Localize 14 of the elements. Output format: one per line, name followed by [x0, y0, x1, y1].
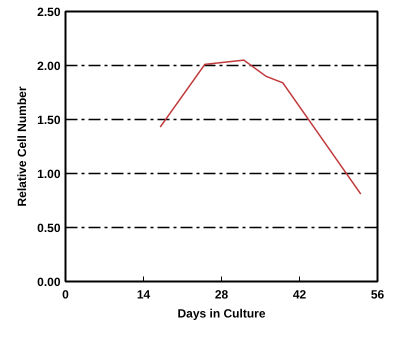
y-axis-title: Relative Cell Number — [15, 86, 30, 207]
x-tick-label: 42 — [292, 288, 306, 302]
x-tick-label: 0 — [62, 288, 70, 302]
x-tick-label: 28 — [214, 288, 228, 302]
x-tick-label: 56 — [370, 288, 384, 302]
y-tick-label: 2.00 — [37, 59, 61, 73]
x-tick-label: 14 — [136, 288, 150, 302]
x-axis-title: Days in Culture — [177, 306, 266, 320]
y-tick-label: 0.00 — [37, 275, 61, 289]
y-tick-label: 1.50 — [37, 113, 61, 127]
line-series — [159, 59, 362, 195]
y-tick-label: 1.00 — [37, 167, 61, 181]
y-tick-label: 2.50 — [37, 5, 61, 19]
y-tick-label: 0.50 — [37, 221, 61, 235]
